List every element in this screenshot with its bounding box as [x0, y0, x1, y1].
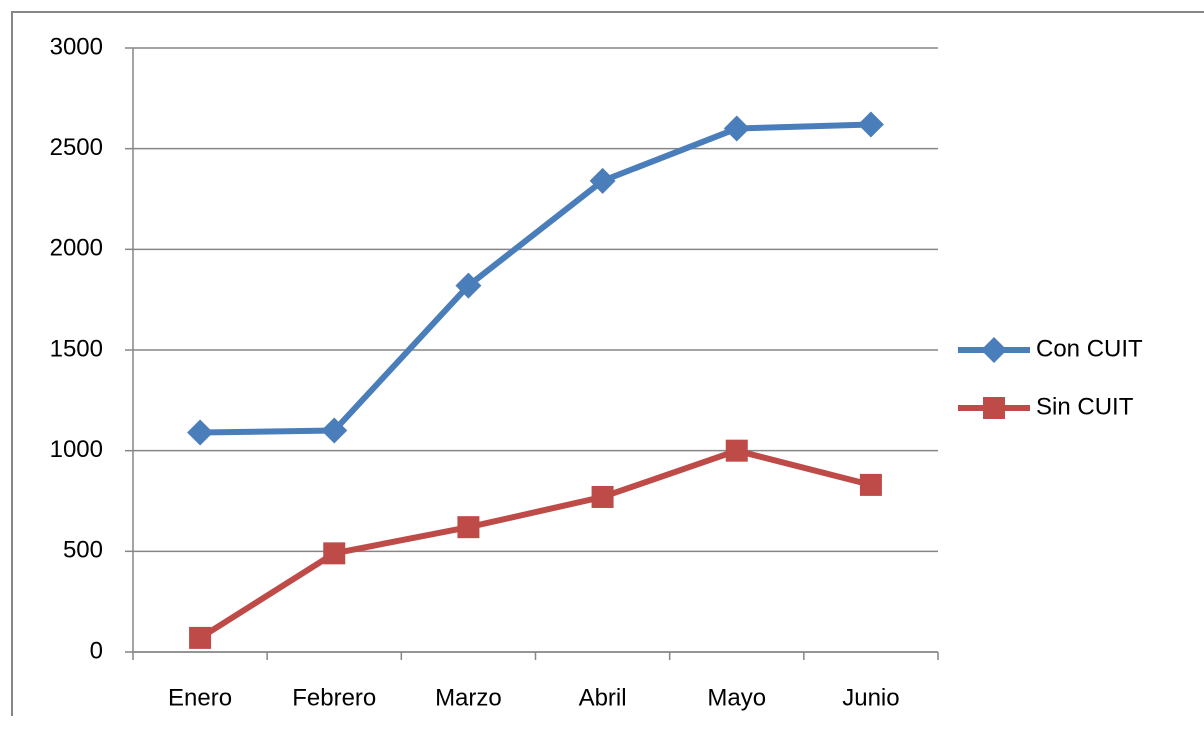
series-line	[200, 121, 872, 436]
marker	[457, 516, 480, 539]
y-tick-label: 1500	[50, 335, 103, 362]
y-tick-label: 3000	[50, 33, 103, 60]
marker	[187, 419, 214, 446]
marker	[983, 397, 1005, 419]
marker	[857, 111, 884, 138]
x-tick-label: Enero	[168, 684, 232, 711]
marker	[455, 272, 482, 299]
x-tick-label: Mayo	[707, 684, 766, 711]
y-tick-label: 500	[63, 537, 103, 564]
series-line	[198, 447, 872, 641]
marker	[189, 626, 212, 649]
legend-label: Sin CUIT	[1036, 393, 1134, 420]
marker	[323, 542, 346, 565]
marker	[859, 473, 882, 496]
y-tick-label: 2500	[50, 134, 103, 161]
legend-label: Con CUIT	[1036, 335, 1143, 362]
x-tick-label: Junio	[842, 684, 899, 711]
marker	[321, 417, 348, 444]
y-tick-label: 0	[90, 637, 103, 664]
marker	[981, 337, 1007, 363]
marker	[725, 439, 748, 462]
chart-border	[11, 11, 1204, 716]
marker	[591, 485, 614, 508]
x-tick-label: Febrero	[292, 684, 376, 711]
marker	[723, 115, 750, 142]
x-tick-label: Marzo	[435, 684, 502, 711]
x-tick-label: Abril	[579, 684, 627, 711]
marker	[589, 167, 616, 194]
y-tick-label: 1000	[50, 436, 103, 463]
y-tick-label: 2000	[50, 235, 103, 262]
